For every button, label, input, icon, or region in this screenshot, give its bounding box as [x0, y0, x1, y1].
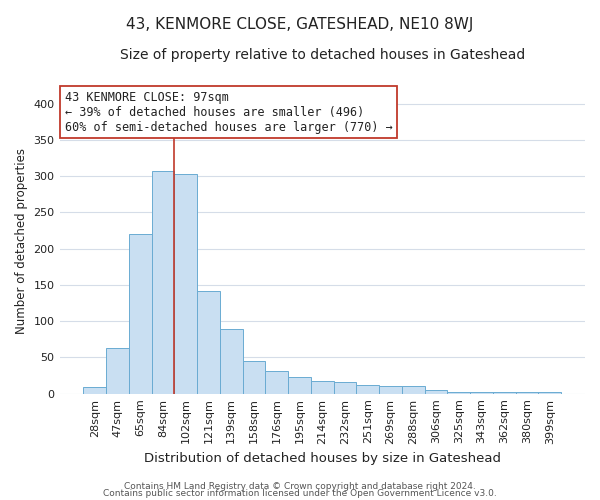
- Text: 43 KENMORE CLOSE: 97sqm
← 39% of detached houses are smaller (496)
60% of semi-d: 43 KENMORE CLOSE: 97sqm ← 39% of detache…: [65, 90, 392, 134]
- Text: Contains public sector information licensed under the Open Government Licence v3: Contains public sector information licen…: [103, 489, 497, 498]
- Bar: [197, 292, 220, 394]
- Bar: [448, 392, 470, 394]
- Bar: [470, 392, 493, 394]
- Y-axis label: Number of detached properties: Number of detached properties: [15, 148, 28, 334]
- Bar: [356, 385, 379, 394]
- Bar: [152, 171, 175, 394]
- Bar: [402, 386, 425, 394]
- Bar: [379, 386, 402, 394]
- Bar: [265, 371, 288, 394]
- Bar: [106, 348, 129, 394]
- Text: Contains HM Land Registry data © Crown copyright and database right 2024.: Contains HM Land Registry data © Crown c…: [124, 482, 476, 491]
- Bar: [288, 377, 311, 394]
- Bar: [129, 234, 152, 394]
- Bar: [515, 392, 538, 394]
- X-axis label: Distribution of detached houses by size in Gateshead: Distribution of detached houses by size …: [144, 452, 501, 465]
- Bar: [242, 361, 265, 394]
- Title: Size of property relative to detached houses in Gateshead: Size of property relative to detached ho…: [119, 48, 525, 62]
- Bar: [175, 174, 197, 394]
- Bar: [538, 392, 561, 394]
- Text: 43, KENMORE CLOSE, GATESHEAD, NE10 8WJ: 43, KENMORE CLOSE, GATESHEAD, NE10 8WJ: [127, 18, 473, 32]
- Bar: [334, 382, 356, 394]
- Bar: [425, 390, 448, 394]
- Bar: [493, 392, 515, 394]
- Bar: [311, 382, 334, 394]
- Bar: [220, 329, 242, 394]
- Bar: [83, 387, 106, 394]
